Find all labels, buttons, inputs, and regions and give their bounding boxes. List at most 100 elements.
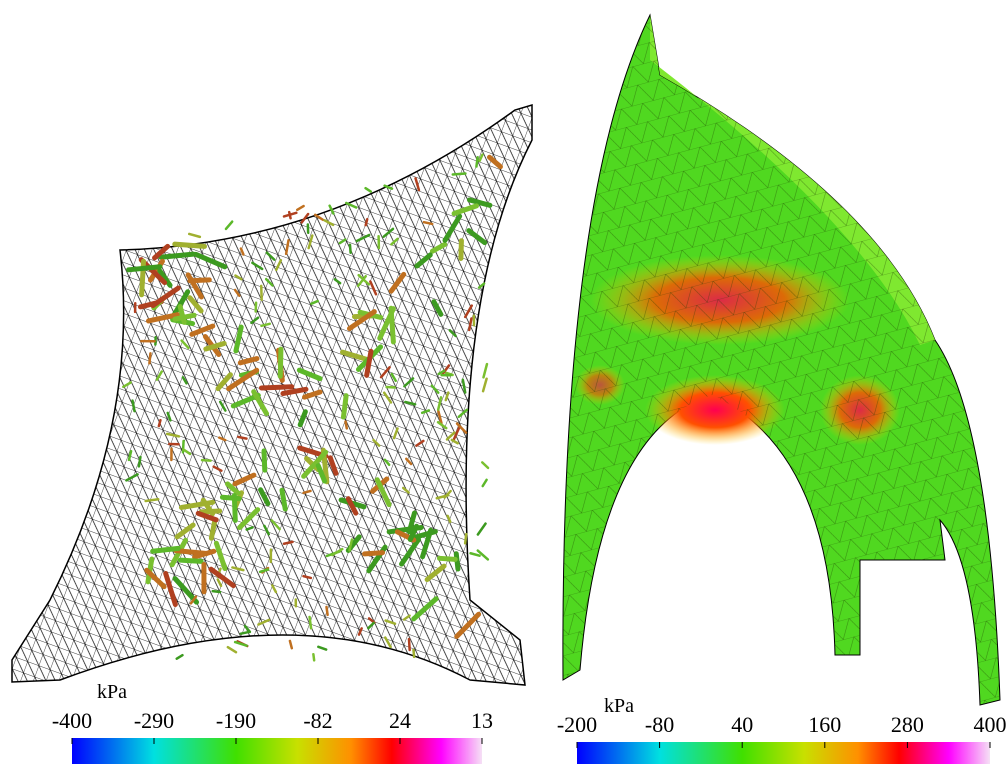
arrow xyxy=(436,420,448,430)
arrow xyxy=(260,322,271,328)
colorbar-tick-label: 280 xyxy=(891,712,924,737)
arrow xyxy=(232,472,257,487)
arrow xyxy=(451,172,467,176)
arrow xyxy=(407,637,411,652)
colorbar-tick-label: 400 xyxy=(974,712,1006,737)
arrow xyxy=(233,288,241,297)
arrow xyxy=(430,384,440,394)
arrow xyxy=(144,567,167,590)
arrow xyxy=(177,304,187,325)
arrow xyxy=(239,247,245,256)
arrow xyxy=(145,312,181,324)
unit-label: kPa xyxy=(97,681,127,703)
colorbar-tick-label: -290 xyxy=(134,708,174,733)
arrow xyxy=(212,465,223,472)
arrow xyxy=(455,422,468,434)
arrow xyxy=(345,201,358,209)
arrow xyxy=(457,408,469,419)
arrow xyxy=(258,487,271,507)
arrow xyxy=(175,653,184,660)
arrow xyxy=(477,282,486,289)
arrow xyxy=(437,409,443,425)
colorbar xyxy=(577,742,990,764)
arrow xyxy=(302,389,323,400)
arrow xyxy=(251,389,270,417)
arrow xyxy=(282,540,294,546)
arrow xyxy=(382,391,393,404)
arrow xyxy=(208,518,218,541)
arrow xyxy=(296,204,305,212)
arrow xyxy=(144,497,160,503)
arrow xyxy=(301,449,329,479)
arrow xyxy=(476,549,490,561)
arrow xyxy=(442,213,463,243)
arrow xyxy=(323,219,335,227)
arrow xyxy=(325,605,329,617)
arrow xyxy=(237,507,261,531)
arrow xyxy=(348,538,354,552)
arrow xyxy=(390,237,399,246)
arrow xyxy=(362,550,386,557)
arrow xyxy=(466,228,488,246)
arrow xyxy=(340,393,349,420)
arrow xyxy=(231,566,245,572)
arrow xyxy=(150,545,181,554)
arrow xyxy=(420,527,434,560)
arrow xyxy=(263,524,270,536)
arrow xyxy=(300,212,310,224)
arrow xyxy=(402,614,411,621)
arrow xyxy=(481,478,488,488)
left-model xyxy=(11,103,533,686)
arrow xyxy=(404,400,417,406)
arrow xyxy=(302,489,312,495)
colorbar-tick-label: -190 xyxy=(216,708,256,733)
arrow xyxy=(399,536,422,567)
arrow xyxy=(277,346,284,379)
colorbar-tick-label: -80 xyxy=(645,712,674,737)
arrow xyxy=(251,261,264,271)
arrow xyxy=(379,366,391,379)
arrow xyxy=(189,595,198,605)
arrow xyxy=(237,356,260,366)
arrow xyxy=(188,232,202,239)
arrow xyxy=(257,618,271,626)
arrow xyxy=(382,227,395,238)
arrow xyxy=(448,329,457,338)
arrow xyxy=(481,377,488,393)
arrow xyxy=(383,458,391,467)
arrow xyxy=(261,448,268,473)
colorbar xyxy=(72,738,482,764)
arrow xyxy=(454,611,482,639)
arrow xyxy=(372,438,381,447)
arrow xyxy=(357,273,371,286)
arrow xyxy=(403,377,415,388)
arrow xyxy=(364,218,369,227)
arrow xyxy=(407,523,420,543)
arrow xyxy=(458,238,464,261)
arrow xyxy=(437,369,446,376)
arrow xyxy=(450,438,459,445)
arrow xyxy=(216,578,223,588)
arrow xyxy=(211,589,222,594)
arrow xyxy=(414,177,421,192)
arrow xyxy=(486,154,503,170)
colorbar-tick-label: 24 xyxy=(389,708,411,733)
arrow xyxy=(383,636,392,649)
arrow xyxy=(148,352,152,365)
arrow xyxy=(270,519,281,531)
arrow xyxy=(431,299,444,317)
arrow xyxy=(271,584,278,594)
arrow xyxy=(307,234,314,250)
arrow xyxy=(166,411,172,422)
arrow xyxy=(297,409,308,428)
arrow xyxy=(157,268,173,288)
arrow xyxy=(226,367,260,392)
arrow xyxy=(346,309,377,332)
arrow xyxy=(384,619,397,625)
arrow xyxy=(275,258,283,272)
arrow xyxy=(189,323,216,337)
arrow xyxy=(480,461,490,470)
arrow xyxy=(265,251,276,261)
arrow xyxy=(388,271,407,294)
arrow xyxy=(182,448,192,456)
